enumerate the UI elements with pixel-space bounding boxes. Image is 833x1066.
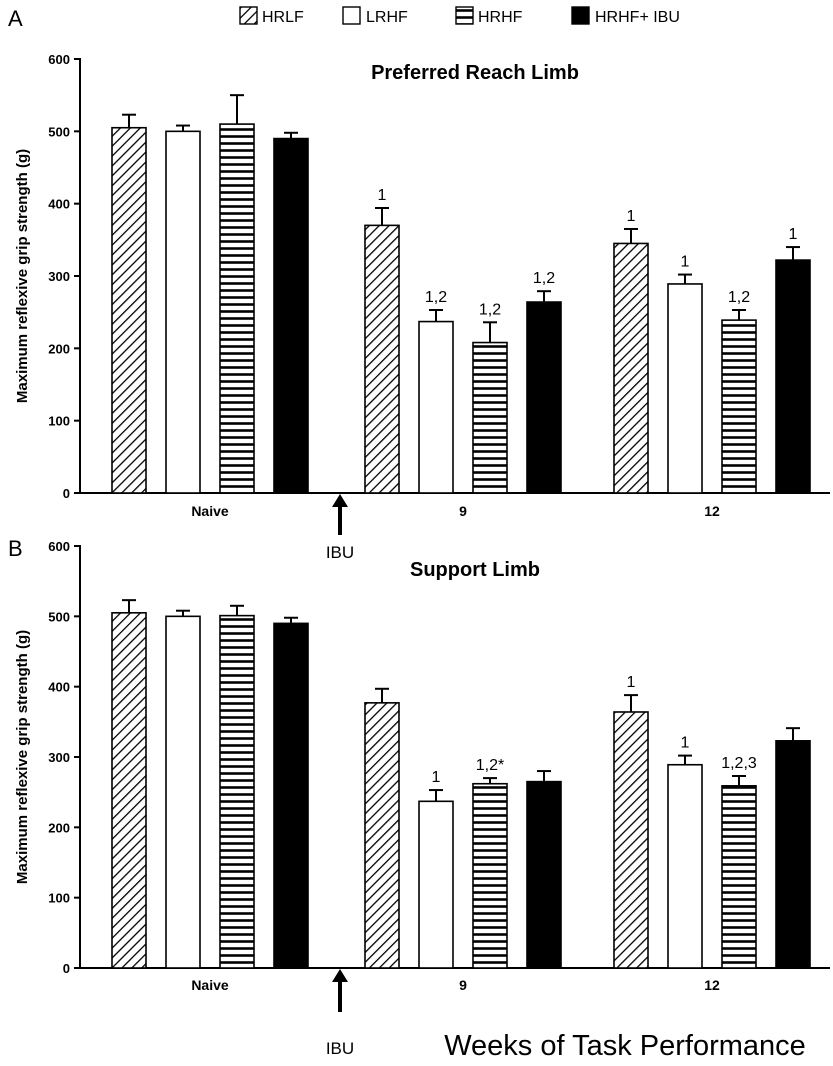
y-tick-label: 100 — [48, 414, 70, 429]
y-tick-label: 500 — [48, 609, 70, 624]
legend-label: HRHF — [478, 9, 523, 26]
bar — [111, 612, 147, 969]
panel-letter: A — [8, 6, 23, 31]
ibu-arrow — [332, 494, 348, 535]
significance-label: 1,2,3 — [721, 755, 757, 772]
panel-b: B 0 100 200 300 400 500 600 Maximum reflexive gr… — [8, 536, 830, 1058]
bar — [219, 614, 255, 969]
significance-label: 1,2* — [476, 757, 504, 774]
legend-swatch — [239, 6, 258, 25]
significance-label: 1 — [378, 187, 387, 204]
y-tick-label: 100 — [48, 891, 70, 906]
bar — [526, 780, 562, 969]
panel-a: A 0 100 200 300 400 500 600 Maximum reflexive gr… — [8, 6, 830, 562]
bar — [273, 137, 309, 494]
y-tick-label: 600 — [48, 52, 70, 67]
ibu-label: IBU — [326, 543, 354, 562]
bar — [775, 740, 811, 969]
significance-label: 1,2 — [533, 270, 555, 287]
ibu-label: IBU — [326, 1039, 354, 1058]
significance-label: 1 — [627, 208, 636, 225]
bar — [219, 123, 255, 494]
significance-label: 1 — [681, 254, 690, 271]
significance-label: 1,2 — [728, 289, 750, 306]
bar — [364, 702, 400, 969]
bar — [667, 283, 703, 494]
bar — [613, 242, 649, 494]
x-tick-label: Naive — [191, 977, 229, 993]
bar — [526, 301, 562, 494]
legend-swatch — [455, 6, 474, 25]
chart-title: Preferred Reach Limb — [371, 62, 579, 84]
x-tick-label: 9 — [459, 503, 467, 519]
bar — [667, 763, 703, 969]
y-tick-label: 0 — [63, 486, 70, 501]
bar — [721, 785, 757, 969]
legend: HRLF LRHF HRHF HRHF+ IBU — [239, 6, 680, 26]
legend-label: HRLF — [262, 9, 304, 26]
significance-label: 1 — [789, 226, 798, 243]
y-tick-label: 500 — [48, 124, 70, 139]
significance-label: 1,2 — [479, 301, 501, 318]
bar — [111, 126, 147, 494]
chart-title: Support Limb — [410, 559, 540, 581]
legend-label: LRHF — [366, 9, 408, 26]
y-tick-label: 300 — [48, 750, 70, 765]
legend-swatch — [571, 6, 590, 25]
bar — [418, 320, 454, 494]
y-tick-label: 300 — [48, 269, 70, 284]
significance-label: 1,2 — [425, 289, 447, 306]
arrow-head — [332, 969, 348, 982]
bar — [165, 130, 201, 494]
bar — [775, 259, 811, 494]
significance-label: 1 — [627, 674, 636, 691]
legend-label: HRHF+ IBU — [595, 9, 680, 26]
y-tick-label: 0 — [63, 961, 70, 976]
bar — [165, 615, 201, 969]
x-tick-label: 12 — [704, 977, 720, 993]
bar — [472, 341, 508, 494]
bar — [721, 319, 757, 494]
x-axis-label: Weeks of Task Performance — [444, 1030, 806, 1061]
bar — [364, 224, 400, 494]
bar — [472, 782, 508, 969]
bar — [613, 711, 649, 969]
significance-label: 1 — [681, 735, 690, 752]
y-axis-label: Maximum reflexive grip strength (g) — [14, 149, 31, 403]
y-tick-label: 200 — [48, 820, 70, 835]
arrow-head — [332, 494, 348, 507]
bar — [273, 622, 309, 969]
y-axis-label: Maximum reflexive grip strength (g) — [14, 630, 31, 884]
x-tick-label: 12 — [704, 503, 720, 519]
ibu-arrow — [332, 969, 348, 1012]
bar — [418, 800, 454, 969]
significance-label: 1 — [432, 769, 441, 786]
x-tick-label: 9 — [459, 977, 467, 993]
y-tick-label: 400 — [48, 197, 70, 212]
legend-swatch — [342, 6, 361, 25]
y-tick-label: 600 — [48, 539, 70, 554]
y-tick-label: 400 — [48, 680, 70, 695]
panel-letter: B — [8, 536, 23, 561]
x-tick-label: Naive — [191, 503, 229, 519]
y-tick-label: 200 — [48, 341, 70, 356]
